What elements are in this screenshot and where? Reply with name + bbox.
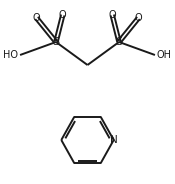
Text: O: O <box>135 13 142 23</box>
Text: S: S <box>116 37 123 47</box>
Text: O: O <box>59 10 66 20</box>
Text: OH: OH <box>157 50 172 60</box>
Text: O: O <box>33 13 40 23</box>
Text: O: O <box>108 10 116 20</box>
Text: HO: HO <box>3 50 18 60</box>
Text: N: N <box>110 135 118 145</box>
Text: S: S <box>52 37 60 47</box>
